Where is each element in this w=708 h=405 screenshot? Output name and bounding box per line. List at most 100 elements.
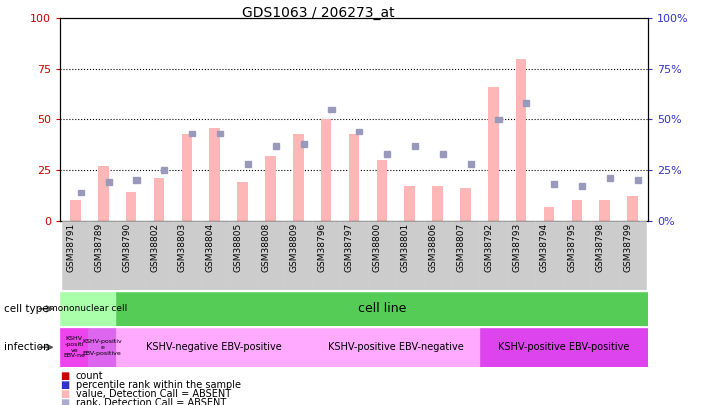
Bar	[210, 128, 220, 221]
Text: percentile rank within the sample: percentile rank within the sample	[76, 380, 241, 390]
Bar	[412, 143, 418, 149]
Text: GSM38793: GSM38793	[512, 223, 521, 272]
Bar	[133, 177, 139, 183]
Text: rank, Detection Call = ABSENT: rank, Detection Call = ABSENT	[76, 398, 226, 405]
Bar	[467, 161, 474, 167]
Text: KSHV-positive EBV-negative: KSHV-positive EBV-negative	[328, 342, 464, 352]
Text: KSHV-negative EBV-positive: KSHV-negative EBV-positive	[147, 342, 282, 352]
Text: GSM38795: GSM38795	[568, 223, 577, 272]
Text: ■: ■	[60, 380, 69, 390]
Text: GSM38796: GSM38796	[317, 223, 326, 272]
Text: GSM38805: GSM38805	[234, 223, 243, 272]
Bar	[182, 134, 192, 221]
Text: GSM38802: GSM38802	[150, 223, 159, 272]
Text: infection: infection	[4, 342, 49, 352]
Bar	[563, 221, 590, 290]
Text: GSM38804: GSM38804	[206, 223, 215, 272]
Bar	[89, 221, 118, 290]
Bar	[88, 328, 116, 367]
Text: GSM38792: GSM38792	[484, 223, 493, 272]
Text: ■: ■	[60, 371, 69, 381]
Bar	[285, 221, 312, 290]
Bar	[245, 161, 251, 167]
Bar	[273, 143, 279, 149]
Bar	[507, 221, 535, 290]
Bar	[607, 175, 613, 181]
Text: GSM38797: GSM38797	[345, 223, 354, 272]
Bar	[217, 131, 223, 136]
Bar	[516, 59, 526, 221]
Bar	[496, 117, 501, 122]
Text: KSHV-positiv
e
EBV-positive: KSHV-positiv e EBV-positive	[82, 339, 122, 356]
Text: cell type: cell type	[4, 304, 48, 314]
Bar	[229, 221, 256, 290]
Bar	[60, 292, 116, 326]
Bar	[173, 221, 201, 290]
Bar	[544, 207, 554, 221]
Bar	[161, 167, 167, 173]
Text: GSM38799: GSM38799	[624, 223, 632, 272]
Bar	[300, 141, 307, 147]
Bar	[368, 221, 396, 290]
Bar	[590, 221, 619, 290]
Text: GSM38791: GSM38791	[67, 223, 76, 272]
Text: GSM38789: GSM38789	[94, 223, 103, 272]
Bar	[62, 221, 89, 290]
Bar	[384, 151, 390, 157]
Bar	[460, 188, 471, 221]
Bar	[523, 100, 530, 106]
Bar	[433, 186, 442, 221]
Bar	[571, 200, 582, 221]
Text: value, Detection Call = ABSENT: value, Detection Call = ABSENT	[76, 389, 231, 399]
Text: cell line: cell line	[358, 302, 406, 315]
Bar	[98, 166, 108, 221]
Bar	[293, 134, 304, 221]
Text: GSM38800: GSM38800	[373, 223, 382, 272]
Bar	[256, 221, 285, 290]
Bar	[145, 221, 173, 290]
Bar	[60, 328, 88, 367]
Text: GSM38794: GSM38794	[540, 223, 549, 272]
Bar	[321, 119, 331, 221]
Bar	[154, 178, 164, 221]
Bar	[440, 151, 446, 157]
Bar	[452, 221, 479, 290]
Text: GSM38790: GSM38790	[122, 223, 131, 272]
Bar	[189, 131, 195, 136]
Text: GSM38801: GSM38801	[401, 223, 410, 272]
Bar	[126, 192, 137, 221]
Text: GSM38806: GSM38806	[428, 223, 438, 272]
Bar	[349, 134, 359, 221]
Bar	[404, 186, 415, 221]
Text: GSM38807: GSM38807	[457, 223, 465, 272]
Bar	[619, 221, 646, 290]
Bar	[201, 221, 229, 290]
Bar	[70, 200, 81, 221]
Bar	[329, 107, 334, 112]
Bar	[118, 221, 145, 290]
Bar	[105, 179, 112, 185]
Text: GSM38808: GSM38808	[261, 223, 270, 272]
Bar	[237, 182, 248, 221]
Text: ■: ■	[60, 389, 69, 399]
Bar	[488, 87, 498, 221]
Bar	[423, 221, 452, 290]
Bar	[266, 156, 275, 221]
Text: KSHV-positive EBV-positive: KSHV-positive EBV-positive	[498, 342, 629, 352]
Bar	[312, 328, 480, 367]
Bar	[635, 177, 641, 183]
Bar	[377, 160, 387, 221]
Text: GSM38803: GSM38803	[178, 223, 187, 272]
Bar	[627, 196, 638, 221]
Bar	[480, 328, 648, 367]
Bar	[479, 221, 507, 290]
Text: ■: ■	[60, 398, 69, 405]
Text: GDS1063 / 206273_at: GDS1063 / 206273_at	[242, 6, 395, 20]
Text: count: count	[76, 371, 103, 381]
Bar	[396, 221, 423, 290]
Bar	[78, 190, 84, 195]
Text: GSM38809: GSM38809	[290, 223, 298, 272]
Text: KSHV
-positi
ve
EBV-ne: KSHV -positi ve EBV-ne	[63, 336, 85, 358]
Bar	[340, 221, 368, 290]
Bar	[116, 328, 312, 367]
